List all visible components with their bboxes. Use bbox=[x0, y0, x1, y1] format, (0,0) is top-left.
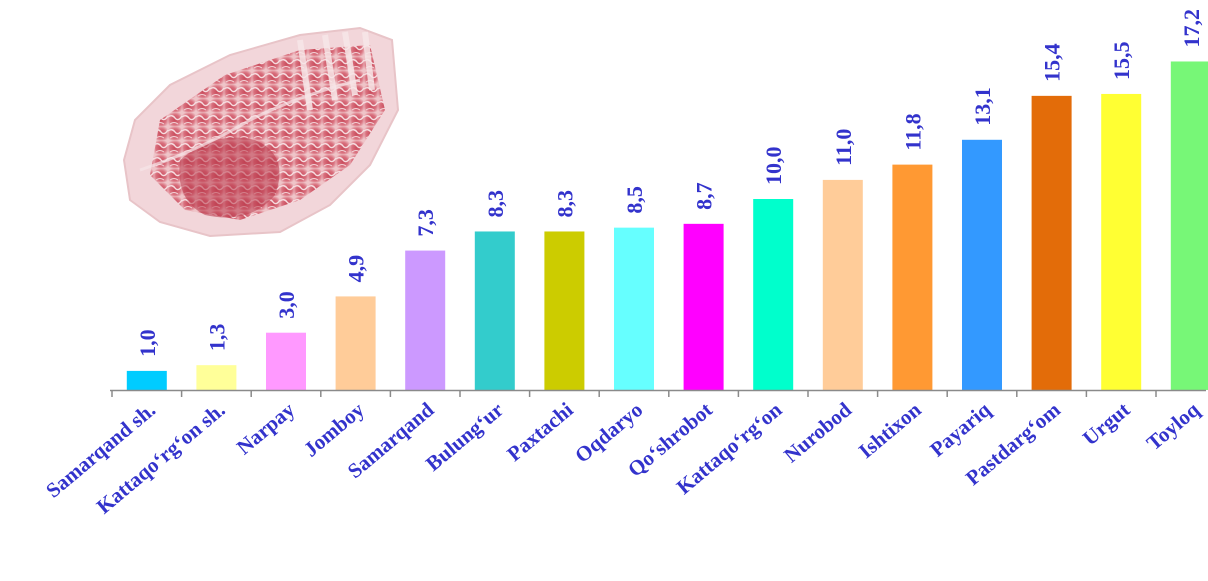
bar bbox=[962, 139, 1002, 390]
value-label: 17,2 bbox=[1179, 9, 1204, 48]
value-label: 10,0 bbox=[761, 147, 786, 186]
category-label: Nurobod bbox=[779, 397, 856, 467]
value-label: 15,5 bbox=[1109, 41, 1134, 80]
value-label: 8,7 bbox=[692, 182, 717, 210]
value-label: 8,3 bbox=[483, 190, 508, 218]
value-label: 4,9 bbox=[344, 255, 369, 283]
value-label: 8,3 bbox=[552, 190, 577, 218]
value-label: 15,4 bbox=[1040, 43, 1065, 82]
bar bbox=[126, 370, 167, 390]
bar bbox=[335, 296, 376, 390]
bar bbox=[753, 199, 794, 390]
value-label: 3,0 bbox=[274, 291, 299, 319]
bar bbox=[1170, 61, 1208, 390]
value-label: 11,0 bbox=[831, 129, 856, 166]
bar bbox=[614, 227, 654, 390]
value-label: 1,0 bbox=[135, 329, 160, 357]
value-label: 11,8 bbox=[900, 113, 925, 150]
category-label: Ishtixon bbox=[854, 397, 926, 463]
meat-image bbox=[122, 26, 400, 239]
bar bbox=[266, 332, 306, 390]
value-label: 8,5 bbox=[622, 186, 647, 214]
bar bbox=[544, 231, 585, 390]
category-label: Paxtachi bbox=[502, 397, 577, 466]
bar bbox=[1031, 95, 1072, 391]
value-label: 7,3 bbox=[413, 209, 438, 237]
bar bbox=[822, 179, 863, 390]
category-label: Narpay bbox=[232, 397, 300, 459]
bar bbox=[683, 223, 724, 390]
category-label: Toyloq bbox=[1142, 397, 1204, 455]
bar bbox=[196, 365, 237, 390]
bar bbox=[474, 231, 515, 390]
bar bbox=[1101, 93, 1142, 390]
value-label: 1,3 bbox=[204, 324, 229, 352]
category-label: Bulung‘ur bbox=[421, 397, 508, 475]
category-label: Kattaqo‘rg‘on sh. bbox=[92, 397, 230, 518]
bar bbox=[892, 164, 933, 390]
bar bbox=[405, 250, 446, 390]
value-label: 13,1 bbox=[970, 87, 995, 126]
category-label: Urgut bbox=[1078, 397, 1135, 450]
